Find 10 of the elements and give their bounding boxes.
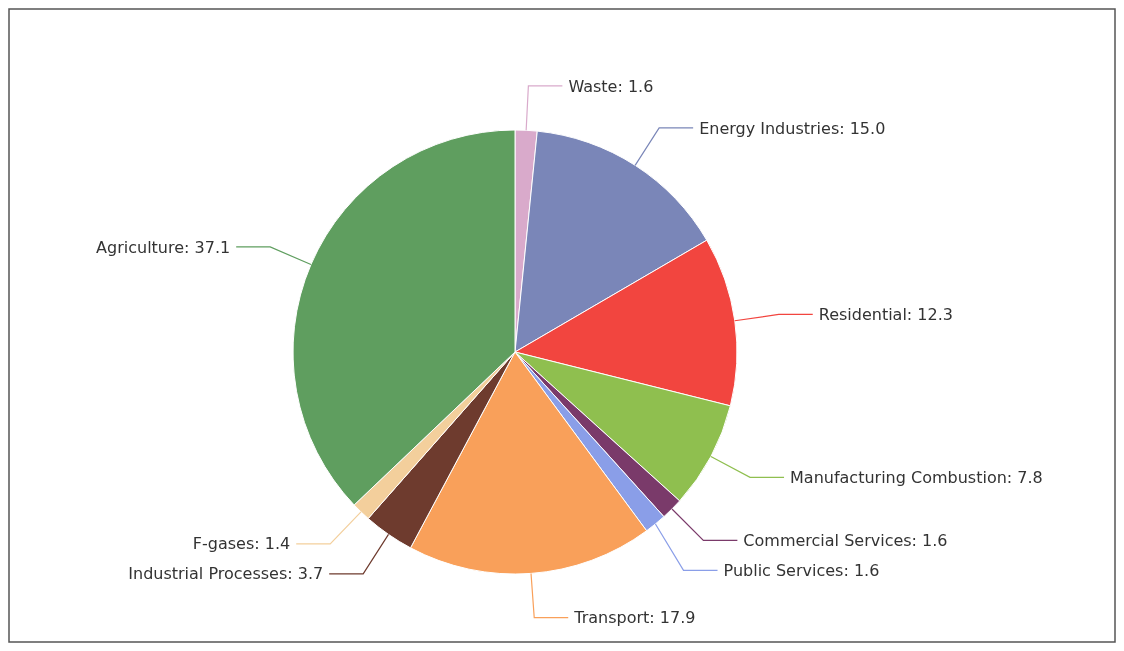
slice-label: Manufacturing Combustion: 7.8 — [790, 468, 1043, 487]
slice-label: Residential: 12.3 — [818, 305, 953, 325]
slice-label: Transport: 17.9 — [573, 608, 696, 628]
slice-label: Commercial Services: 1.6 — [743, 530, 948, 550]
slice-label: Energy Industries: 15.0 — [699, 118, 886, 138]
slice-label: Industrial Processes: 3.7 — [128, 564, 324, 584]
slice-label: Public Services: 1.6 — [723, 560, 880, 580]
slice-label: Waste: 1.6 — [568, 76, 654, 96]
slice-label: F-gases: 1.4 — [192, 534, 291, 554]
slice-label: Agriculture: 37.1 — [96, 237, 231, 257]
